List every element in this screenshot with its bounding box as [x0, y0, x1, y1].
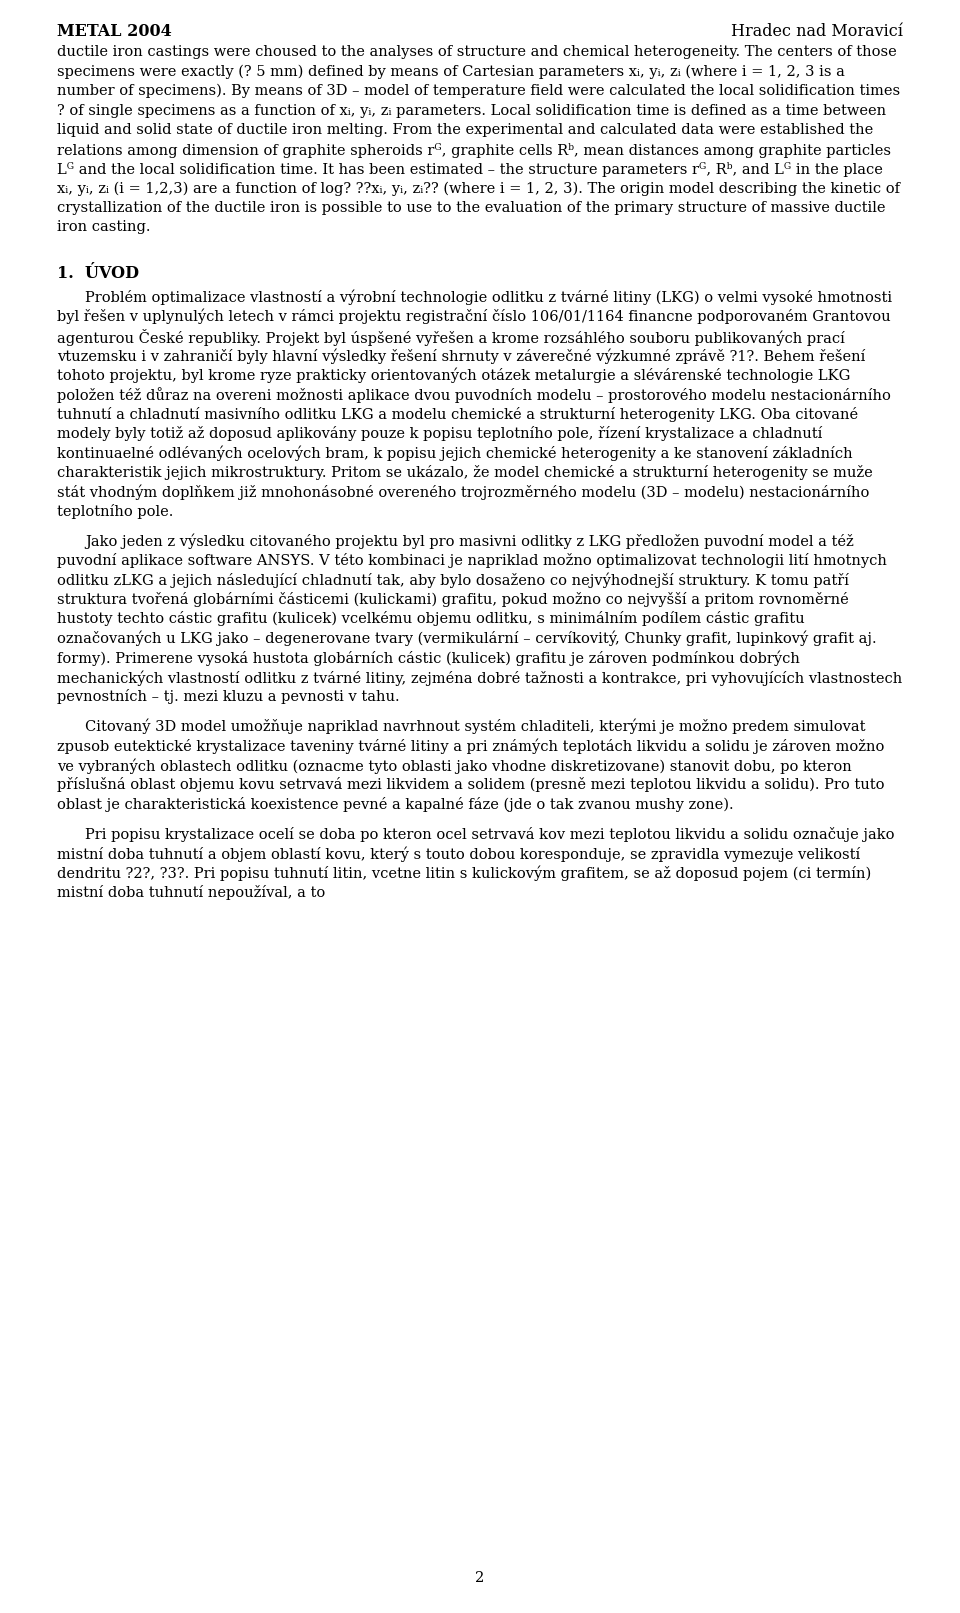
- Text: Pri popisu krystalizace ocelí se doba po kteron ocel setrvavá kov mezi teplotou : Pri popisu krystalizace ocelí se doba po…: [85, 826, 895, 842]
- Text: ? of single specimens as a function of xᵢ, yᵢ, zᵢ parameters. Local solidificati: ? of single specimens as a function of x…: [57, 103, 886, 118]
- Text: hustoty techto cástic grafitu (kulicek) vcelkému objemu odlitku, s minimálním po: hustoty techto cástic grafitu (kulicek) …: [57, 611, 804, 626]
- Text: dendritu ?2?, ?3?. Pri popisu tuhnutí litin, vcetne litin s kulickovým grafitem,: dendritu ?2?, ?3?. Pri popisu tuhnutí li…: [57, 866, 872, 881]
- Text: formy). Primerene vysoká hustota globárních cástic (kulicek) grafitu je zároven : formy). Primerene vysoká hustota globárn…: [57, 650, 800, 666]
- Text: liquid and solid state of ductile iron melting. From the experimental and calcul: liquid and solid state of ductile iron m…: [57, 123, 874, 137]
- Text: struktura tvořená globárními částicemi (kulickami) grafitu, pokud možno co nejvy: struktura tvořená globárními částicemi (…: [57, 592, 849, 606]
- Text: označovaných u LKG jako – degenerovane tvary (vermikulární – cervíkovitý, Chunky: označovaných u LKG jako – degenerovane t…: [57, 631, 876, 647]
- Text: pevnostních – tj. mezi kluzu a pevnosti v tahu.: pevnostních – tj. mezi kluzu a pevnosti …: [57, 689, 399, 705]
- Text: Lᴳ and the local solidification time. It has been estimated – the structure para: Lᴳ and the local solidification time. It…: [57, 161, 883, 177]
- Text: METAL 2004: METAL 2004: [57, 23, 172, 40]
- Text: specimens were exactly (? 5 mm) defined by means of Cartesian parameters xᵢ, yᵢ,: specimens were exactly (? 5 mm) defined …: [57, 65, 845, 79]
- Text: mechanických vlastností odlitku z tvárné litiny, zejména dobré tažnosti a kontra: mechanických vlastností odlitku z tvárné…: [57, 669, 902, 686]
- Text: ductile iron castings were choused to the analyses of structure and chemical het: ductile iron castings were choused to th…: [57, 45, 897, 60]
- Text: vtuzemsku i v zahraničí byly hlavní výsledky řešení shrnuty v záverečné výzkumné: vtuzemsku i v zahraničí byly hlavní výsl…: [57, 348, 865, 363]
- Text: byl řešen v uplynulých letech v rámci projektu registrační číslo 106/01/1164 fin: byl řešen v uplynulých letech v rámci pr…: [57, 310, 891, 324]
- Text: odlitku zLKG a jejich následující chladnutí tak, aby bylo dosaženo co nejvýhodne: odlitku zLKG a jejich následující chladn…: [57, 573, 849, 589]
- Text: relations among dimension of graphite spheroids rᴳ, graphite cells Rᵇ, mean dist: relations among dimension of graphite sp…: [57, 142, 891, 158]
- Text: stát vhodným doplňkem již mnohonásobné overeného trojrozměrného modelu (3D – mod: stát vhodným doplňkem již mnohonásobné o…: [57, 484, 870, 500]
- Text: Problém optimalizace vlastností a výrobní technologie odlitku z tvárné litiny (L: Problém optimalizace vlastností a výrobn…: [85, 289, 892, 305]
- Text: xᵢ, yᵢ, zᵢ (i = 1,2,3) are a function of log? ??xᵢ, yᵢ, zᵢ?? (where i = 1, 2, 3): xᵢ, yᵢ, zᵢ (i = 1,2,3) are a function of…: [57, 182, 900, 195]
- Text: iron casting.: iron casting.: [57, 221, 151, 234]
- Text: mistní doba tuhnutí nepoužíval, a to: mistní doba tuhnutí nepoužíval, a to: [57, 886, 325, 900]
- Text: charakteristik jejich mikrostruktury. Pritom se ukázalo, že model chemické a str: charakteristik jejich mikrostruktury. Pr…: [57, 465, 873, 481]
- Text: crystallization of the ductile iron is possible to use to the evaluation of the : crystallization of the ductile iron is p…: [57, 202, 885, 215]
- Text: 1.  ÚVOD: 1. ÚVOD: [57, 265, 139, 282]
- Text: ve vybraných oblastech odlitku (oznacme tyto oblasti jako vhodne diskretizovane): ve vybraných oblastech odlitku (oznacme …: [57, 758, 852, 774]
- Text: Jako jeden z výsledku citovaného projektu byl pro masivni odlitky z LKG předlože: Jako jeden z výsledku citovaného projekt…: [85, 534, 853, 548]
- Text: 2: 2: [475, 1571, 485, 1586]
- Text: number of specimens). By means of 3D – model of temperature field were calculate: number of specimens). By means of 3D – m…: [57, 84, 900, 98]
- Text: modely byly totiž až doposud aplikovány pouze k popisu teplotního pole, řízení k: modely byly totiž až doposud aplikovány …: [57, 426, 823, 440]
- Text: položen též důraz na overeni možnosti aplikace dvou puvodních modelu – prostorov: položen též důraz na overeni možnosti ap…: [57, 387, 891, 403]
- Text: příslušná oblast objemu kovu setrvavá mezi likvidem a solidem (presně mezi teplo: příslušná oblast objemu kovu setrvavá me…: [57, 777, 884, 792]
- Text: Citovaný 3D model umožňuje napriklad navrhnout systém chladiteli, kterými je mož: Citovaný 3D model umožňuje napriklad nav…: [85, 719, 866, 734]
- Text: Hradec nad Moravicí: Hradec nad Moravicí: [731, 23, 903, 40]
- Text: oblast je charakteristická koexistence pevné a kapalné fáze (jde o tak zvanou mu: oblast je charakteristická koexistence p…: [57, 797, 733, 811]
- Text: tuhnutí a chladnutí masivního odlitku LKG a modelu chemické a strukturní heterog: tuhnutí a chladnutí masivního odlitku LK…: [57, 406, 858, 421]
- Text: agenturou České republiky. Projekt byl úspšené vyřešen a krome rozsáhlého soubor: agenturou České republiky. Projekt byl ú…: [57, 329, 845, 345]
- Text: teplotního pole.: teplotního pole.: [57, 503, 174, 519]
- Text: tohoto projektu, byl krome ryze prakticky orientovaných otázek metalurgie a slév: tohoto projektu, byl krome ryze praktick…: [57, 368, 851, 382]
- Text: mistní doba tuhnutí a objem oblastí kovu, který s touto dobou koresponduje, se z: mistní doba tuhnutí a objem oblastí kovu…: [57, 845, 860, 861]
- Text: zpusob eutektické krystalizace taveniny tvárné litiny a pri známých teplotách li: zpusob eutektické krystalizace taveniny …: [57, 739, 884, 753]
- Text: kontinuaelné odlévaných ocelových bram, k popisu jejich chemické heterogenity a : kontinuaelné odlévaných ocelových bram, …: [57, 445, 852, 461]
- Text: puvodní aplikace software ANSYS. V této kombinaci je napriklad možno optimalizov: puvodní aplikace software ANSYS. V této …: [57, 553, 887, 568]
